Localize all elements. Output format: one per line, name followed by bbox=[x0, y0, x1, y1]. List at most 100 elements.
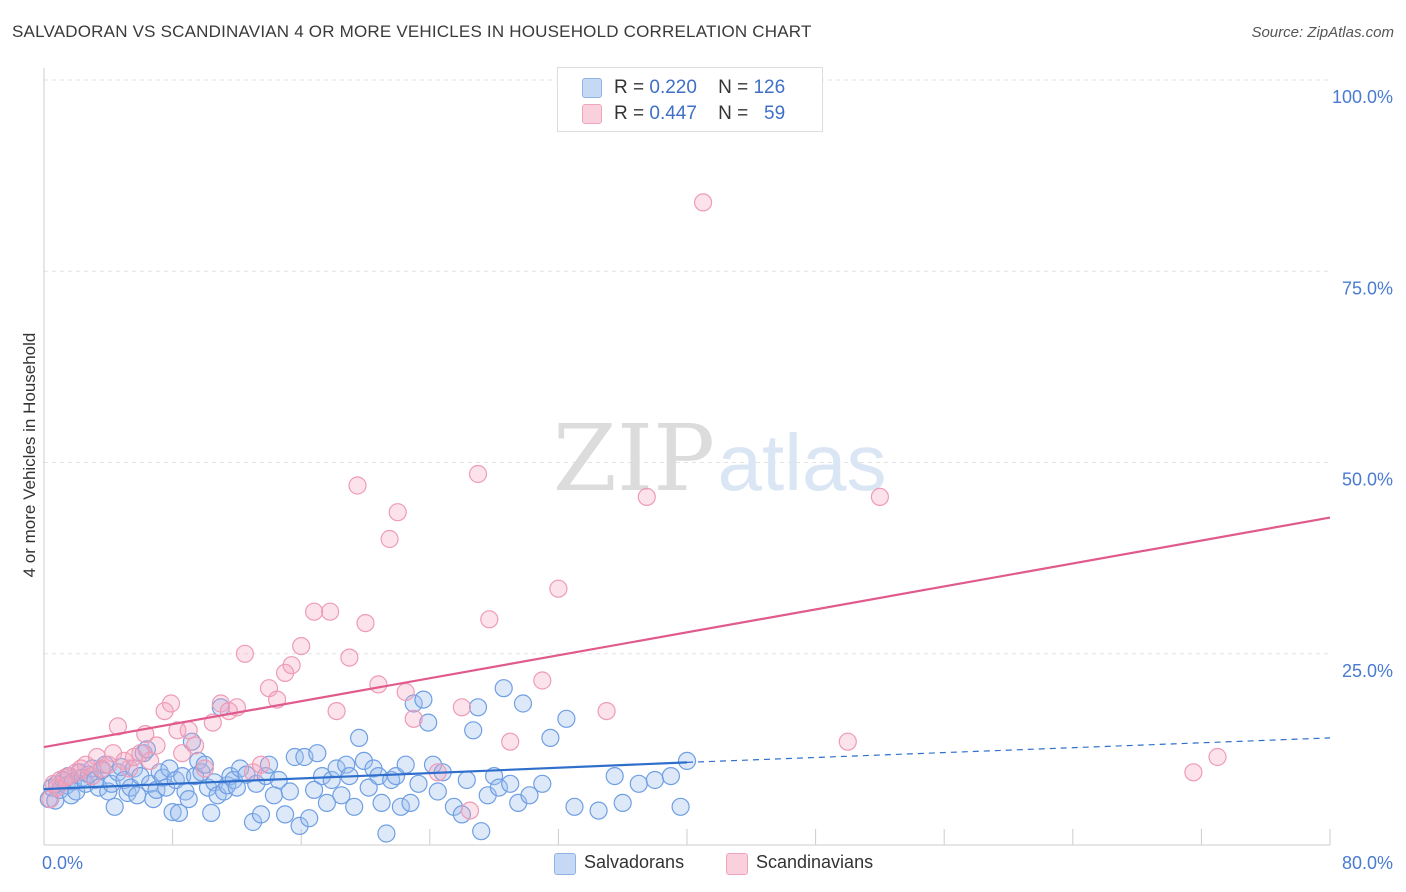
salvadoran-point bbox=[105, 797, 124, 816]
salvadoran-point bbox=[485, 766, 504, 786]
source-label: Source: ZipAtlas.com bbox=[1251, 24, 1394, 41]
legend-r-value: 0.220 bbox=[649, 77, 697, 98]
correlation-legend: R = 0.220 N = 126 R = 0.447 N = 59 bbox=[557, 67, 823, 132]
scandinavian-point bbox=[83, 766, 102, 786]
scandinavian-point bbox=[404, 709, 423, 728]
salvadoran-point bbox=[290, 816, 309, 836]
scandinavian-point bbox=[321, 602, 340, 621]
legend-n-value: 59 bbox=[764, 103, 786, 124]
legend-n-value: 126 bbox=[753, 77, 786, 98]
series-swatch-salvadorans bbox=[554, 853, 576, 875]
scandinavian-point bbox=[460, 801, 480, 820]
scandinavian-point bbox=[380, 529, 399, 549]
salvadoran-point bbox=[565, 797, 584, 816]
salvadoran-point bbox=[354, 751, 373, 771]
legend-r-label: R = bbox=[614, 77, 645, 98]
scandinavian-point bbox=[1184, 763, 1203, 782]
salvadoran-point bbox=[409, 774, 428, 793]
scandinavian-point bbox=[251, 755, 271, 774]
salvadoran-point bbox=[464, 721, 483, 740]
scandinavian-point bbox=[388, 503, 407, 522]
salvadoran-point bbox=[629, 774, 648, 793]
scandinavian-point bbox=[501, 732, 520, 751]
x-tick-label-min: 0.0% bbox=[42, 853, 83, 873]
legend-swatch-salvadorans bbox=[582, 78, 602, 98]
salvadoran-point bbox=[377, 824, 396, 843]
salvadoran-point bbox=[533, 774, 552, 793]
salvadoran-point bbox=[457, 770, 476, 790]
legend-text-scandinavians: R = 0.447 N = 59 bbox=[614, 103, 785, 125]
salvadoran-point bbox=[227, 778, 246, 797]
salvadoran-point bbox=[645, 770, 665, 790]
salvadoran-point bbox=[350, 728, 369, 748]
legend-r-label: R = bbox=[614, 103, 645, 124]
scandinavian-trend-line bbox=[43, 516, 1331, 749]
scandinavian-point bbox=[468, 464, 488, 484]
scandinavian-point bbox=[327, 701, 346, 721]
salvadoran-point bbox=[179, 789, 198, 809]
scandinavian-point bbox=[870, 487, 890, 506]
scandinavian-point bbox=[369, 675, 388, 694]
salvadoran-point bbox=[613, 793, 632, 813]
salvadoran-point bbox=[308, 744, 327, 763]
scandinavian-point bbox=[1208, 747, 1227, 767]
scandinavian-point bbox=[41, 789, 60, 809]
salvadoran-point bbox=[313, 766, 332, 786]
salvadoran-point bbox=[169, 803, 189, 823]
legend-n-label: N = bbox=[718, 103, 749, 124]
salvadoran-point bbox=[173, 766, 192, 786]
legend-r-value: 0.447 bbox=[649, 103, 697, 124]
scandinavian-point bbox=[186, 736, 205, 755]
grid-lines bbox=[44, 79, 1330, 655]
scandinavian-point bbox=[348, 476, 367, 495]
salvadoran-point bbox=[285, 747, 304, 767]
salvadoran-trend-line bbox=[43, 761, 688, 791]
x-tick-label-max: 80.0% bbox=[1342, 853, 1393, 873]
axes bbox=[43, 68, 1331, 846]
series-swatch-scandinavians bbox=[726, 853, 748, 875]
salvadoran-point bbox=[337, 755, 356, 774]
legend-text-salvadorans: R = 0.220 N = 126 bbox=[614, 77, 785, 99]
scandinavian-point bbox=[549, 579, 568, 598]
scandinavian-point bbox=[480, 610, 499, 629]
scandinavian-point bbox=[597, 701, 616, 721]
salvadoran-point bbox=[322, 770, 341, 790]
salvadoran-point bbox=[472, 822, 491, 841]
salvadoran-point bbox=[372, 793, 391, 813]
salvadoran-point bbox=[195, 755, 214, 774]
chart-title: SALVADORAN VS SCANDINAVIAN 4 OR MORE VEH… bbox=[12, 22, 812, 41]
scandinavian-point bbox=[282, 656, 301, 675]
salvadoran-trend-extension bbox=[686, 737, 1331, 763]
trend-lines bbox=[43, 516, 1331, 791]
y-tick-label: 50.0% bbox=[1342, 470, 1393, 490]
y-tick-label: 100.0% bbox=[1332, 87, 1393, 107]
salvadoran-point bbox=[671, 797, 690, 816]
y-tick-label: 25.0% bbox=[1342, 661, 1393, 681]
scandinavian-point bbox=[155, 701, 174, 721]
salvadoran-point bbox=[489, 778, 508, 797]
salvadoran-point bbox=[513, 694, 533, 713]
salvadoran-point bbox=[280, 782, 299, 801]
series-legend: Salvadorans Scandinavians bbox=[0, 851, 1406, 877]
salvadoran-point bbox=[468, 698, 488, 717]
salvadoran-point bbox=[276, 805, 295, 824]
scandinavian-point bbox=[396, 682, 415, 702]
data-points bbox=[39, 193, 1227, 843]
salvadoran-point bbox=[345, 797, 364, 816]
scandinavian-point bbox=[179, 721, 198, 740]
salvadoran-point bbox=[396, 755, 415, 774]
salvadoran-point bbox=[605, 766, 624, 786]
series-name-scandinavians: Scandinavians bbox=[756, 852, 874, 872]
salvadoran-point bbox=[419, 713, 438, 732]
scandinavian-point bbox=[141, 751, 160, 771]
salvadoran-point bbox=[541, 728, 560, 748]
watermark-atlas: atlas bbox=[718, 418, 887, 507]
watermark: ZIP atlas bbox=[553, 405, 887, 512]
watermark-zip: ZIP bbox=[553, 405, 715, 512]
scandinavian-point bbox=[120, 759, 139, 778]
scandinavian-point bbox=[533, 671, 552, 690]
tick-labels: 100.0% 75.0% 50.0% 25.0% 0.0% 80.0% bbox=[42, 87, 1393, 873]
salvadoran-point bbox=[520, 786, 539, 805]
scandinavian-point bbox=[340, 648, 359, 667]
salvadoran-point bbox=[251, 805, 271, 824]
